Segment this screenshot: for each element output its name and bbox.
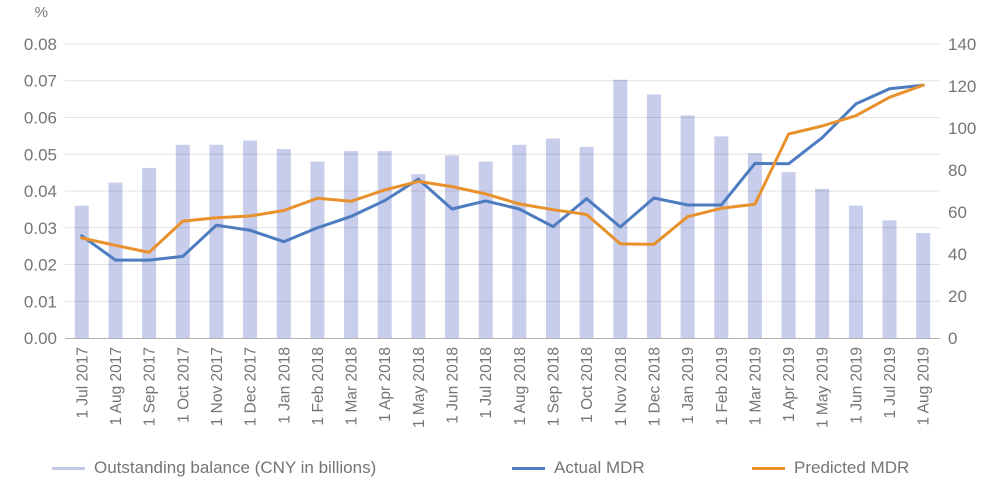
bar[interactable] (377, 151, 392, 338)
gridlines (65, 43, 940, 339)
x-axis-tick-label: 1 Aug 2018 (512, 347, 529, 425)
right-axis-tick-label: 40 (948, 245, 967, 264)
left-axis-tick-label: 0.03 (24, 219, 57, 238)
x-axis-tick-label: 1 Oct 2018 (579, 347, 596, 423)
legend-label: Predicted MDR (794, 458, 910, 477)
legend-swatch-line (512, 466, 545, 470)
bar[interactable] (445, 155, 459, 338)
right-axis-tick-label: 100 (948, 119, 976, 138)
x-axis-tick-label: 1 Jun 2018 (445, 347, 462, 424)
x-axis-tick-label: 1 Apr 2018 (377, 347, 394, 422)
legend-label: Outstanding balance (CNY in billions) (94, 458, 377, 477)
x-axis-tick-label: 1 Feb 2019 (714, 347, 731, 425)
bar[interactable] (512, 144, 527, 338)
right-axis-labels: 0 20 40 60 80 100 120 140 (948, 35, 976, 348)
legend-label: Actual MDR (554, 458, 645, 477)
left-axis-tick-label: 0.02 (24, 256, 57, 275)
bar[interactable] (310, 161, 325, 338)
left-axis-tick-label: 0.04 (24, 182, 57, 201)
actual-mdr-line[interactable] (80, 83, 925, 262)
x-axis-tick-label: 1 Nov 2017 (209, 347, 226, 426)
bar[interactable] (916, 233, 931, 338)
chart-legend: Outstanding balance (CNY in billions) Act… (0, 455, 1000, 481)
bar[interactable] (613, 79, 628, 338)
x-axis-tick-label: 1 Jul 2017 (74, 347, 91, 419)
x-axis-tick-label: 1 Mar 2019 (747, 347, 764, 425)
left-axis-labels: 0.00 0.01 0.02 0.03 0.04 0.05 0.06 0.07 0.08 (24, 35, 57, 348)
legend-item-outstanding-balance-cny-in-billions-: Outstanding balance (CNY in billions) (52, 455, 376, 481)
x-axis-tick-label: 1 Jul 2019 (882, 347, 899, 419)
x-axis-tick-label: 1 May 2018 (411, 347, 428, 428)
x-axis-tick-label: 1 Apr 2019 (781, 347, 798, 422)
x-axis-tick-label: 1 Dec 2017 (243, 347, 260, 426)
bar[interactable] (546, 138, 560, 339)
bar[interactable] (781, 172, 796, 338)
bar-series[interactable] (74, 79, 931, 339)
x-axis-tick-label: 1 Oct 2017 (175, 347, 192, 423)
right-axis-tick-label: 120 (948, 77, 976, 96)
bar[interactable] (882, 220, 897, 338)
left-axis-tick-label: 0.06 (24, 109, 57, 128)
bar[interactable] (680, 115, 695, 339)
x-axis-tick-label: 1 Jun 2019 (848, 347, 865, 424)
bar[interactable] (243, 140, 258, 338)
left-axis-tick-label: 0.05 (24, 145, 57, 164)
x-axis-tick-label: 1 Sep 2017 (142, 347, 159, 426)
right-axis-tick-label: 60 (948, 203, 967, 222)
bar[interactable] (848, 205, 863, 338)
legend-item-actual-mdr: Actual MDR (512, 455, 645, 481)
bar[interactable] (411, 174, 426, 338)
left-axis-tick-label: 0.08 (24, 35, 57, 54)
combo-chart-canvas[interactable]: 0.00 0.01 0.02 0.03 0.04 0.05 0.06 0.07 0.08 0 20 4… (0, 0, 1000, 455)
x-axis-tick-label: 1 Sep 2018 (546, 347, 563, 426)
x-axis-tick-label: 1 Jul 2018 (478, 347, 495, 419)
bar[interactable] (344, 151, 359, 338)
x-axis-tick-label: 1 May 2019 (815, 347, 832, 428)
left-axis-tick-label: 0.07 (24, 72, 57, 91)
x-axis-labels: 1 Jul 2017 1 Aug 2017 1 Sep 2017 1 Oct 2017… (74, 347, 932, 428)
right-axis-tick-label: 80 (948, 161, 967, 180)
x-axis-tick-label: 1 Jan 2019 (680, 347, 697, 424)
legend-item-predicted-mdr: Predicted MDR (752, 455, 909, 481)
x-axis-tick-label: 1 Mar 2018 (344, 347, 361, 425)
right-axis-tick-label: 0 (948, 329, 957, 348)
right-axis-tick-label: 20 (948, 287, 967, 306)
left-axis-tick-label: 0.00 (24, 329, 57, 348)
left-axis-tick-label: 0.01 (24, 292, 57, 311)
bar[interactable] (714, 136, 729, 338)
x-axis-tick-label: 1 Dec 2018 (646, 347, 663, 426)
bar[interactable] (579, 146, 594, 338)
left-axis-title: % (34, 4, 48, 21)
legend-swatch-bar (52, 466, 85, 470)
bar[interactable] (74, 205, 89, 338)
predicted-mdr-line[interactable] (80, 83, 925, 254)
bar[interactable] (747, 153, 762, 338)
x-axis-tick-label: 1 Feb 2018 (310, 347, 327, 425)
bar[interactable] (478, 161, 493, 338)
bar[interactable] (209, 144, 224, 338)
x-axis-tick-label: 1 Aug 2019 (916, 347, 933, 425)
x-axis-tick-label: 1 Jan 2018 (276, 347, 293, 424)
x-axis-tick-label: 1 Nov 2018 (613, 347, 630, 426)
legend-swatch-line (752, 466, 785, 470)
right-axis-tick-label: 140 (948, 35, 976, 54)
x-axis-tick-label: 1 Aug 2017 (108, 347, 125, 425)
bar[interactable] (175, 144, 190, 338)
bar[interactable] (276, 149, 291, 338)
bar[interactable] (815, 188, 830, 338)
bar[interactable] (646, 94, 661, 339)
